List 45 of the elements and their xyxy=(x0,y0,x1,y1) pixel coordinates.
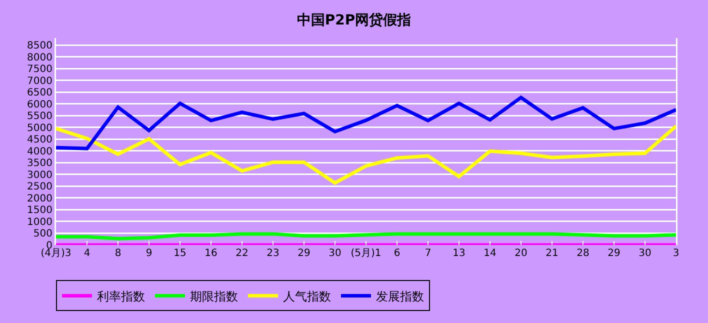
x-tick-label: 29 xyxy=(298,248,310,259)
x-tick-label: 13 xyxy=(452,248,466,259)
x-tick-label: 6 xyxy=(394,248,400,259)
legend-label: 期限指数 xyxy=(190,289,238,304)
x-tick-label: 21 xyxy=(546,248,558,259)
x-tick-label: 28 xyxy=(576,248,590,259)
x-tick-label: 4 xyxy=(84,248,90,259)
x-tick-label: 7 xyxy=(424,248,432,259)
line-series xyxy=(56,96,676,150)
y-tick-label: 500 xyxy=(33,228,52,240)
y-tick-label: 8500 xyxy=(27,40,52,52)
x-tick-label: 14 xyxy=(484,248,496,259)
y-tick-label: 5000 xyxy=(27,122,52,134)
legend-label: 发展指数 xyxy=(376,289,424,304)
x-tick-label: (4月)3 xyxy=(40,248,72,259)
y-tick-label: 4500 xyxy=(27,134,52,146)
y-tick-label: 1500 xyxy=(27,205,52,216)
x-tick-label: 9 xyxy=(146,248,152,259)
x-tick-label: 22 xyxy=(236,248,248,259)
y-tick-label: 3500 xyxy=(27,158,52,170)
y-tick-label: 2000 xyxy=(27,193,52,204)
legend-label: 人气指数 xyxy=(283,289,331,304)
y-tick-label: 4000 xyxy=(27,146,52,158)
x-tick-label: 29 xyxy=(608,248,620,259)
x-tick-label: 15 xyxy=(174,248,186,259)
line-series xyxy=(56,124,676,185)
x-tick-label: 16 xyxy=(204,248,218,259)
y-tick-label: 7000 xyxy=(27,76,52,87)
y-tick-label: 7500 xyxy=(27,64,52,76)
y-tick-label: 6000 xyxy=(27,99,52,110)
legend-label: 利率指数 xyxy=(97,289,145,304)
x-tick-label: (5月)1 xyxy=(350,248,382,259)
y-tick-label: 1000 xyxy=(27,216,52,228)
x-tick-label: 30 xyxy=(328,248,342,259)
chart-title: 中国P2P网贷假指 xyxy=(296,11,412,28)
x-tick-label: 8 xyxy=(114,248,122,259)
y-tick-label: 2500 xyxy=(27,182,52,193)
y-tick-label: 3000 xyxy=(27,170,52,181)
y-tick-label: 5500 xyxy=(27,111,52,122)
x-tick-label: 30 xyxy=(638,248,652,259)
x-tick-label: 3 xyxy=(672,248,680,259)
y-tick-label: 8000 xyxy=(27,52,52,64)
x-tick-label: 23 xyxy=(266,248,280,259)
y-tick-label: 6500 xyxy=(27,88,52,99)
x-tick-label: 20 xyxy=(514,248,528,259)
